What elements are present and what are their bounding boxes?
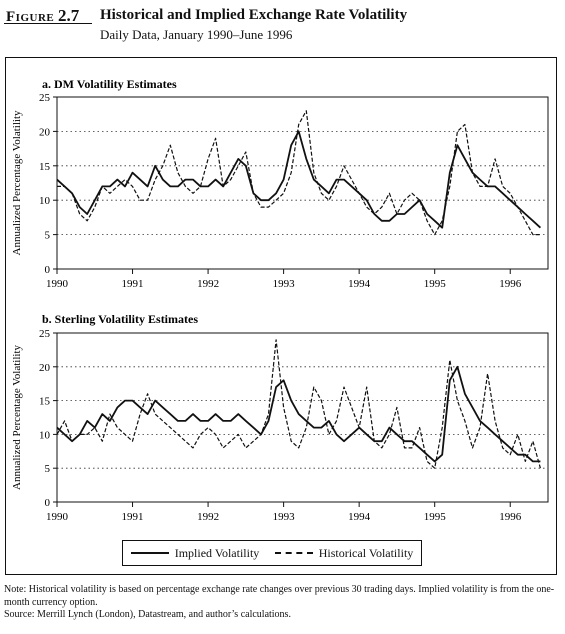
figure-subtitle: Daily Data, January 1990–June 1996 [100,27,293,42]
legend-label-historical: Historical Volatility [318,545,414,560]
legend: Implied Volatility Historical Volatility [122,540,422,566]
figure-title: Historical and Implied Exchange Rate Vol… [100,7,408,23]
y-tick-label: 5 [45,230,51,242]
x-tick-label: 1993 [273,511,296,523]
legend-swatch-solid [130,552,169,554]
source-text: Source: Merrill Lynch (London), Datastre… [4,609,291,620]
y-tick-label: 25 [39,328,51,340]
legend-label-implied: Implied Volatility [174,545,260,560]
x-tick-label: 1992 [197,511,219,523]
series-implied-line-dm [56,130,542,229]
y-tick-label: 20 [39,362,51,374]
y-tick-label: 15 [39,161,51,173]
y-tick-label: 5 [45,463,51,475]
x-tick-label: 1995 [424,511,447,523]
note-text: Note: Historical volatility is based on … [4,584,555,608]
y-tick-label: 0 [45,497,51,509]
chart-title-dm: a. DM Volatility Estimates [42,77,177,91]
figure-frame [5,57,557,575]
x-tick-label: 1994 [348,278,371,290]
figure-label-word: Figure [6,9,55,25]
x-tick-label: 1994 [348,511,371,523]
y-tick-label: 10 [39,195,51,207]
series-historical-line-dm [57,110,541,236]
series-implied-line-sterling [56,365,541,463]
y-axis-label-dm: Annualized Percentage Volatility [11,110,23,255]
y-axis-label-sterling: Annualized Percentage Volatility [11,345,23,490]
x-tick-label: 1996 [499,278,522,290]
x-tick-label: 1992 [197,278,219,290]
figure-label-number: 2.7 [57,6,80,25]
x-tick-label: 1993 [273,278,296,290]
x-tick-label: 1991 [122,511,144,523]
chart-title-sterling: b. Sterling Volatility Estimates [42,312,198,326]
x-tick-label: 1995 [424,278,447,290]
legend-item-implied: Implied Volatility [130,545,260,561]
figure-notes: Note: Historical volatility is based on … [4,584,560,622]
plot-frame-sterling [56,332,549,503]
legend-item-historical: Historical Volatility [274,545,414,561]
figure-label-rule [4,23,92,24]
x-tick-label: 1996 [499,511,522,523]
y-tick-label: 10 [39,429,51,441]
x-tick-label: 1990 [46,278,69,290]
x-tick-label: 1990 [46,511,69,523]
y-tick-label: 20 [39,126,51,138]
legend-swatch-dashed [274,552,313,554]
y-tick-label: 25 [39,92,51,104]
x-tick-label: 1991 [122,278,144,290]
y-tick-label: 15 [39,396,51,408]
series-historical-line-sterling [56,339,541,469]
figure-label: Figure 2.7 [6,6,79,26]
plot-frame-dm [56,96,549,270]
y-tick-label: 0 [45,264,51,276]
